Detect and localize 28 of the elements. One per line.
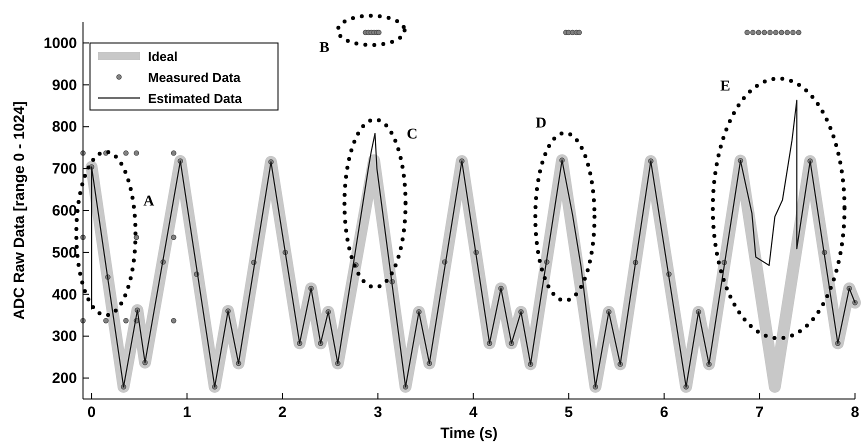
x-tick-label: 6 [660, 404, 668, 421]
x-axis-title: Time (s) [440, 425, 498, 442]
annotation: E [720, 78, 730, 94]
y-tick-label: 700 [52, 160, 77, 178]
legend-label: Ideal [148, 49, 178, 64]
annotation: C [406, 126, 418, 142]
x-tick-label: 3 [374, 404, 382, 421]
y-tick-label: 300 [52, 328, 77, 346]
legend-label: Estimated Data [148, 91, 243, 106]
annotation: D [536, 116, 547, 132]
x-tick-label: 2 [278, 404, 287, 421]
y-tick-label: 200 [52, 370, 77, 388]
y-axis-title: ADC Raw Data [range 0 - 1024] [11, 101, 28, 320]
y-tick-label: 1000 [44, 34, 77, 52]
annotation: B [319, 40, 330, 56]
y-tick-label: 400 [52, 286, 77, 304]
y-tick-label: 900 [52, 76, 77, 94]
x-tick-label: 5 [564, 404, 573, 421]
x-tick-label: 4 [469, 404, 478, 421]
x-tick-label: 0 [87, 404, 96, 421]
legend-label: Measured Data [148, 70, 242, 85]
y-tick-label: 800 [52, 118, 77, 136]
x-tick-label: 1 [182, 404, 192, 421]
y-tick-label: 600 [52, 202, 77, 220]
y-tick-label: 500 [52, 244, 77, 262]
x-tick-label: 8 [850, 404, 860, 421]
x-tick-label: 7 [755, 404, 764, 421]
annotation: A [143, 193, 154, 210]
